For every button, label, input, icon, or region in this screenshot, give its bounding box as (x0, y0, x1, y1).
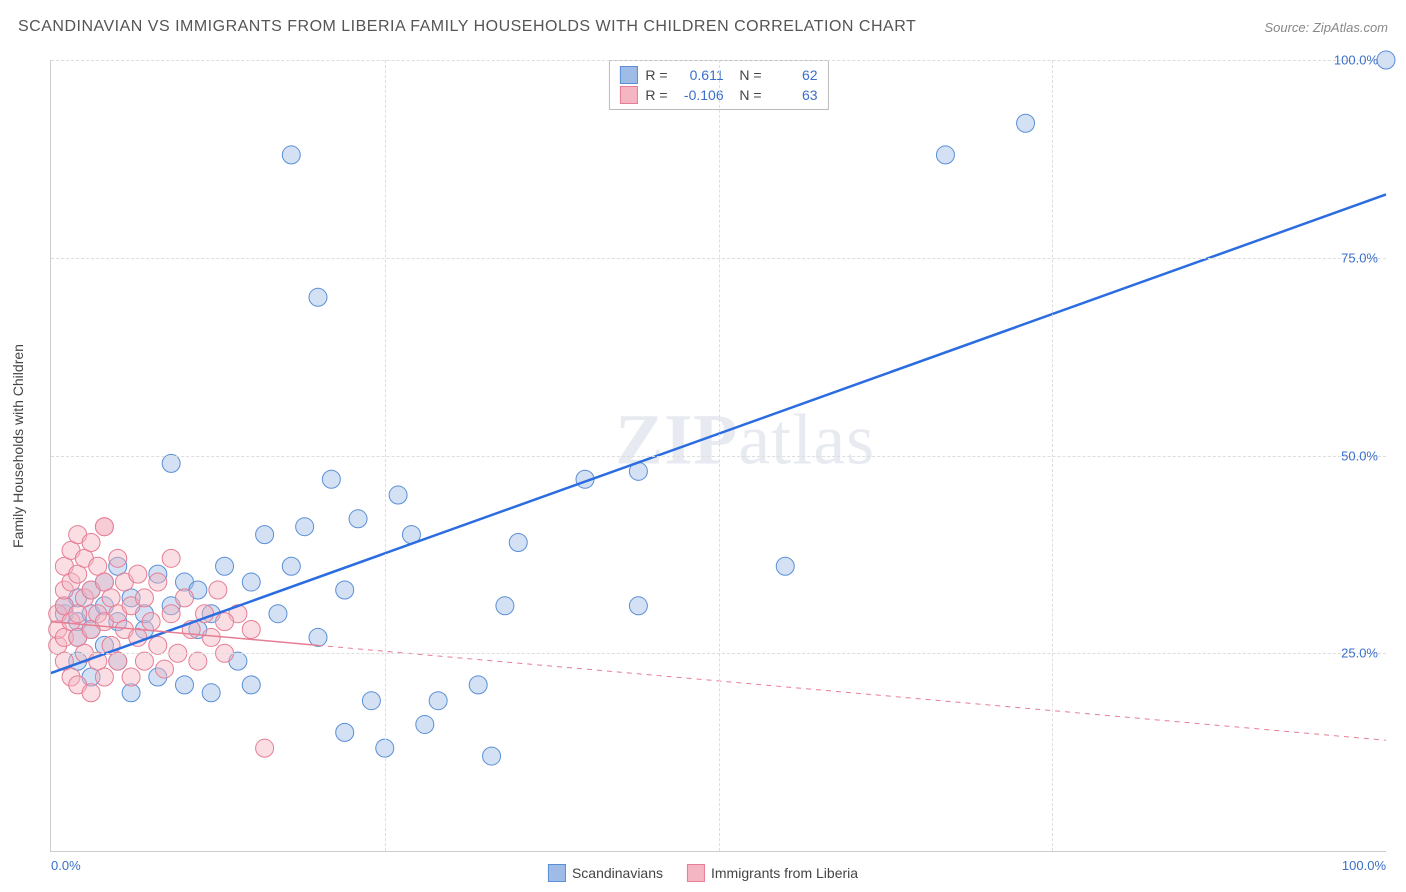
scatter-point (416, 715, 434, 733)
scatter-point (242, 621, 260, 639)
n-label: N = (732, 87, 762, 103)
legend-swatch (687, 864, 705, 882)
scatter-point (336, 581, 354, 599)
x-tick-label: 100.0% (1342, 858, 1386, 873)
scatter-point (216, 613, 234, 631)
scatter-point (483, 747, 501, 765)
header: SCANDINAVIAN VS IMMIGRANTS FROM LIBERIA … (18, 18, 1388, 36)
scatter-point (1017, 114, 1035, 132)
bottom-legend: Scandinavians Immigrants from Liberia (548, 864, 858, 882)
scatter-point (509, 534, 527, 552)
scatter-point (362, 692, 380, 710)
r-value: -0.106 (676, 87, 724, 103)
scatter-point (776, 557, 794, 575)
n-value: 62 (770, 67, 818, 83)
gridline-vertical (719, 60, 720, 851)
scatter-point (109, 652, 127, 670)
scatter-point (135, 589, 153, 607)
legend-swatch (619, 86, 637, 104)
scatter-point (349, 510, 367, 528)
scatter-point (95, 668, 113, 686)
scatter-point (389, 486, 407, 504)
legend-label: Scandinavians (572, 865, 663, 881)
gridline-vertical (385, 60, 386, 851)
n-value: 63 (770, 87, 818, 103)
scatter-point (95, 573, 113, 591)
legend-item: Scandinavians (548, 864, 663, 882)
n-label: N = (732, 67, 762, 83)
scatter-point (122, 684, 140, 702)
scatter-point (296, 518, 314, 536)
scatter-point (176, 676, 194, 694)
scatter-point (135, 652, 153, 670)
gridline-vertical (1052, 60, 1053, 851)
scatter-point (202, 684, 220, 702)
scatter-point (629, 597, 647, 615)
y-tick-label: 25.0% (1341, 646, 1378, 661)
scatter-point (129, 565, 147, 583)
scatter-point (189, 652, 207, 670)
scatter-point (162, 605, 180, 623)
scatter-point (82, 534, 100, 552)
scatter-point (336, 723, 354, 741)
r-label: R = (645, 87, 667, 103)
scatter-point (309, 628, 327, 646)
legend-label: Immigrants from Liberia (711, 865, 858, 881)
scatter-point (309, 288, 327, 306)
scatter-point (256, 526, 274, 544)
scatter-point (69, 605, 87, 623)
scatter-point (322, 470, 340, 488)
scatter-point (282, 146, 300, 164)
scatter-point (109, 549, 127, 567)
scatter-point (89, 557, 107, 575)
y-axis-title: Family Households with Children (10, 344, 26, 548)
scatter-point (209, 581, 227, 599)
scatter-point (269, 605, 287, 623)
scatter-point (282, 557, 300, 575)
chart-title: SCANDINAVIAN VS IMMIGRANTS FROM LIBERIA … (18, 18, 916, 36)
scatter-point (149, 573, 167, 591)
scatter-point (162, 549, 180, 567)
legend-item: Immigrants from Liberia (687, 864, 858, 882)
r-value: 0.611 (676, 67, 724, 83)
y-tick-label: 75.0% (1341, 250, 1378, 265)
x-tick-label: 0.0% (51, 858, 81, 873)
y-tick-label: 100.0% (1334, 53, 1378, 68)
scatter-point (469, 676, 487, 694)
scatter-point (69, 565, 87, 583)
legend-swatch (548, 864, 566, 882)
scatter-point (429, 692, 447, 710)
source-label: Source: ZipAtlas.com (1264, 20, 1388, 35)
scatter-point (256, 739, 274, 757)
scatter-point (242, 676, 260, 694)
chart-container: SCANDINAVIAN VS IMMIGRANTS FROM LIBERIA … (0, 0, 1406, 892)
legend-swatch (619, 66, 637, 84)
scatter-point (122, 668, 140, 686)
scatter-point (95, 518, 113, 536)
scatter-point (936, 146, 954, 164)
r-label: R = (645, 67, 667, 83)
scatter-point (82, 684, 100, 702)
scatter-point (102, 589, 120, 607)
scatter-point (176, 589, 194, 607)
scatter-point (242, 573, 260, 591)
plot-area: ZIPatlas R =0.611 N =62R =-0.106 N =63 2… (50, 60, 1386, 852)
scatter-point (162, 454, 180, 472)
scatter-point (155, 660, 173, 678)
scatter-point (202, 628, 220, 646)
y-tick-label: 50.0% (1341, 448, 1378, 463)
scatter-point (142, 613, 160, 631)
scatter-point (216, 557, 234, 575)
scatter-point (149, 636, 167, 654)
scatter-point (496, 597, 514, 615)
